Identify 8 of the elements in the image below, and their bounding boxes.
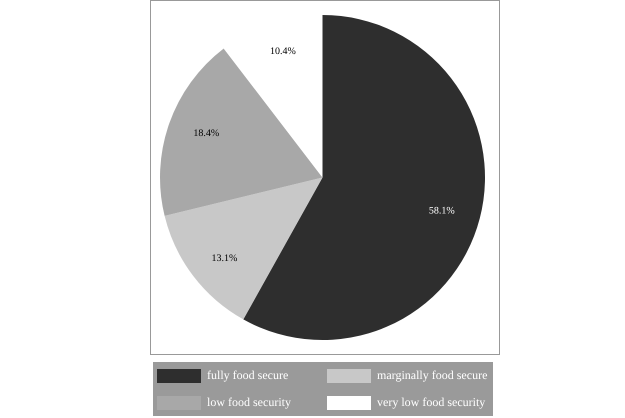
data-label: 18.4%: [193, 128, 220, 139]
data-label: 10.4%: [270, 46, 296, 57]
legend-label: low food security: [207, 395, 291, 410]
legend-label: very low food security: [377, 395, 486, 410]
data-label: 58.1%: [428, 206, 455, 217]
legend-label: marginally food secure: [377, 368, 488, 383]
legend-label: fully food secure: [207, 368, 288, 383]
data-label: 13.1%: [211, 252, 238, 264]
